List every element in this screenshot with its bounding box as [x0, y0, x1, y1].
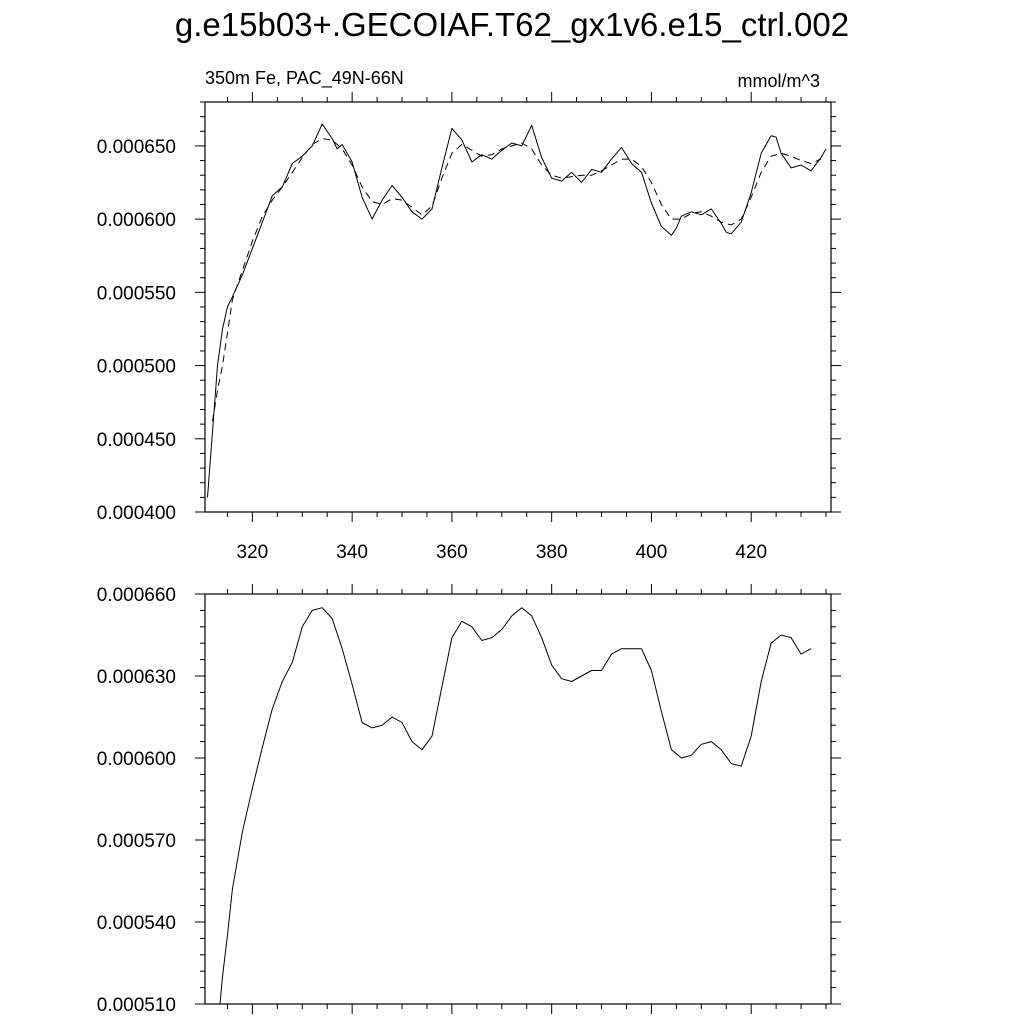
plot-frame — [204, 593, 832, 1005]
y-tick-label: 0.000600 — [97, 749, 176, 770]
series-line-dashed — [212, 138, 822, 422]
y-tick-label: 0.000650 — [97, 137, 176, 158]
x-tick-label: 360 — [436, 542, 468, 563]
y-tick-label: 0.000510 — [97, 995, 176, 1016]
y-tick-label: 0.000500 — [97, 357, 176, 378]
page-title: g.e15b03+.GECOIAF.T62_gx1v6.e15_ctrl.002 — [174, 6, 850, 43]
top-panel: 320 340 360 380 400 420 0.000400 0.000450 0.0005… — [97, 68, 841, 563]
y-tick-label: 0.000600 — [97, 210, 176, 231]
right-subtitle: mmol/m^3 — [738, 71, 820, 91]
y-tick-label: 0.000400 — [97, 503, 176, 524]
x-tick-label: 420 — [735, 542, 767, 563]
y-tick-label: 0.000550 — [97, 283, 176, 304]
y-tick-label: 0.000630 — [97, 667, 176, 688]
x-tick-label: 340 — [336, 542, 368, 563]
x-tick-label: 400 — [636, 542, 668, 563]
bottom-panel: 0.000510 0.000540 0.000570 0.000600 0.000630… — [97, 584, 841, 1016]
y-tick-label: 0.000660 — [97, 585, 176, 606]
y-tick-label: 0.000570 — [97, 831, 176, 852]
x-tick-label: 380 — [536, 542, 568, 563]
left-subtitle: 350m Fe, PAC_49N-66N — [205, 68, 404, 89]
plot-frame — [204, 101, 832, 513]
series-line-solid — [219, 607, 812, 1005]
x-tick-label: 320 — [237, 542, 269, 563]
y-tick-label: 0.000450 — [97, 430, 176, 451]
series-line-solid — [207, 123, 827, 498]
y-tick-label: 0.000540 — [97, 913, 176, 934]
